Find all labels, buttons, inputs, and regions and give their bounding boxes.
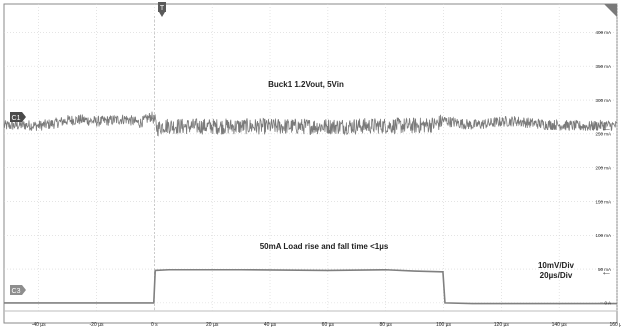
grid [4,4,618,311]
x-tick-label: 120 µs [494,322,510,328]
trigger-marker[interactable]: T [158,2,166,17]
y-tick-labels: 400 mA 350 mA 300 mA 250 mA 200 mA 150 mA 100 … [595,30,611,305]
c3-marker[interactable]: C3 [10,285,26,295]
c1-marker-shape [10,112,26,122]
x-tick-label: -20 µs [90,322,104,328]
y-tick-label: 400 mA [595,30,611,35]
c3-marker-shape [10,285,26,295]
y-tick-label: 350 mA [595,64,611,69]
c3-title: 50mA Load rise and fall time <1µs [260,242,389,251]
x-tick-label: 20 µs [206,322,219,328]
trigger-marker-label: T [160,5,165,12]
trigger-marker-arrow [159,12,165,17]
y-tick-label: 250 mA [595,132,611,137]
x-tick-label: 40 µs [264,322,277,328]
x-tick-label: 140 µs [552,322,568,328]
x-tick-label: 160 µs [609,322,621,328]
x-tick-label: -40 µs [32,322,46,328]
y-tick-label: 100 mA [595,233,611,238]
c1-offset-arrow[interactable]: ← [601,122,612,134]
x-tick-label: 80 µs [380,322,393,328]
y-tick-label: 150 mA [595,199,611,204]
x-tick-label: 100 µs [436,322,452,328]
corner-indicator [604,4,617,17]
y-tick-label: 200 mA [595,165,611,170]
x-tick-labels: -40 µs -20 µs 0 s 20 µs 40 µs 60 µs 80 µs 100 µ… [32,322,621,328]
time-scale-label: 20µs/Div [540,271,573,280]
c3-marker-label: C3 [12,288,21,295]
y-tick-label: 300 mA [595,98,611,103]
trigger-marker-box [158,2,166,12]
plot-frame [3,3,618,324]
c3-offset-arrow[interactable]: ← [601,266,612,278]
c1-marker[interactable]: C1 [10,112,26,122]
vertical-scale-label: 10mV/Div [538,261,575,270]
y-tick-label: 50 mA [598,267,611,272]
x-tick-label: 0 s [151,322,158,328]
x-tick-label: 60 µs [322,322,335,328]
trace-c1 [3,111,618,137]
c1-title: Buck1 1.2Vout, 5Vin [268,80,344,89]
y-tick-label: 0 A [604,301,611,306]
c1-marker-label: C1 [12,115,21,122]
trace-c3 [4,268,617,305]
